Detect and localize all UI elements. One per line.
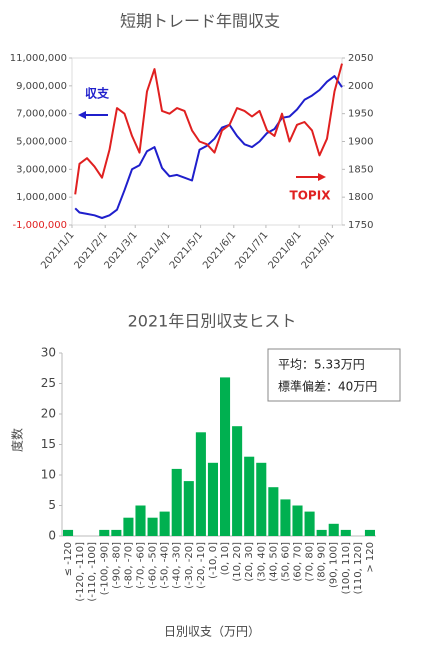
legend-label: 収支	[85, 86, 110, 101]
y-tick-label: 7,000,000	[16, 109, 67, 120]
y-tick-label: 11,000,000	[10, 53, 67, 64]
chart-title: 短期トレード年間収支	[120, 12, 280, 31]
y-tick-label: 5,000,000	[16, 137, 67, 148]
bar	[183, 481, 194, 536]
y-tick-label: 5	[48, 498, 56, 512]
x-tick-label: 2021/9/1	[300, 230, 337, 271]
x-tick-label: ≤ -120	[63, 542, 74, 576]
x-tick-label: (50, 60]	[280, 542, 291, 582]
x-tick-label: (-70, -60]	[136, 542, 147, 589]
x-tick-label: (80, 90]	[317, 542, 328, 582]
y-tick-label: 10	[41, 468, 56, 482]
y2-tick-label: 1900	[348, 137, 373, 148]
bar	[316, 529, 327, 536]
bar	[340, 529, 351, 536]
x-tick-label: (40, 50]	[268, 542, 279, 582]
x-tick-label: > 120	[365, 542, 376, 573]
x-tick-label: (-100, -90]	[99, 542, 110, 595]
y2-tick-label: 1800	[348, 192, 373, 203]
y-tick-label: 3,000,000	[16, 164, 67, 175]
x-tick-label: (-10, 0]	[208, 542, 219, 579]
annotation: 標準偏差：40万円	[278, 379, 377, 394]
x-tick-label: (-110, -100]	[87, 542, 98, 602]
series-line	[74, 63, 343, 195]
x-tick-label: 2021/7/1	[233, 230, 270, 271]
x-tick-label: 2021/8/1	[266, 230, 303, 271]
bar	[220, 377, 231, 536]
x-tick-label: (-20, -10]	[196, 542, 207, 589]
bar	[147, 517, 158, 536]
bar	[159, 511, 170, 536]
bar	[280, 499, 291, 536]
legend-arrowhead	[318, 173, 326, 181]
bar	[123, 517, 134, 536]
bar	[268, 487, 279, 536]
bar	[207, 462, 218, 536]
y2-tick-label: 1950	[348, 109, 373, 120]
x-tick-label: (110, 120]	[353, 542, 364, 594]
bar	[328, 523, 339, 536]
y-tick-label: 20	[41, 407, 56, 421]
chart-title: 2021年日別収支ヒスト	[128, 312, 297, 331]
y-tick-label: 9,000,000	[16, 81, 67, 92]
x-tick-label: (100, 110]	[341, 542, 352, 594]
y-tick-label: 25	[41, 376, 56, 390]
y-axis-label: 度数	[10, 428, 25, 452]
legend-arrowhead	[78, 111, 86, 119]
y-tick-label: -1,000,000	[12, 220, 67, 231]
x-tick-label: 2021/1/1	[39, 230, 76, 271]
x-tick-label: (-90, -80]	[111, 542, 122, 589]
bar	[292, 505, 303, 536]
bar	[195, 432, 206, 536]
x-tick-label: (30, 40]	[256, 542, 267, 582]
bar	[99, 529, 110, 536]
x-tick-label: (-60, -50]	[148, 542, 159, 589]
bar	[135, 505, 146, 536]
x-tick-label: (70, 80]	[305, 542, 316, 582]
bar	[244, 456, 255, 536]
bar	[256, 462, 267, 536]
x-tick-label: (60, 70]	[293, 542, 304, 582]
x-tick-label: (-80, -70]	[123, 542, 134, 589]
y2-tick-label: 1850	[348, 164, 373, 175]
bar	[171, 468, 182, 536]
bar	[63, 529, 74, 536]
y-tick-label: 1,000,000	[16, 192, 67, 203]
bar	[304, 511, 315, 536]
y2-tick-label: 2050	[348, 53, 373, 64]
stats-box	[267, 348, 401, 402]
x-tick-label: (-40, -30]	[172, 542, 183, 589]
x-tick-label: (-50, -40]	[160, 542, 171, 589]
legend-label: TOPIX	[290, 189, 332, 203]
x-tick-label: (20, 30]	[244, 542, 255, 582]
y-tick-label: 30	[41, 346, 56, 360]
x-tick-label: (10, 20]	[232, 542, 243, 582]
y-tick-label: 0	[48, 529, 56, 543]
bar	[111, 529, 122, 536]
annotation: 平均：5.33万円	[278, 358, 365, 372]
x-tick-label: 2021/5/1	[168, 230, 205, 271]
y2-tick-label: 2000	[348, 81, 373, 92]
x-tick-label: (0, 10]	[220, 542, 231, 575]
y-tick-label: 15	[41, 437, 56, 451]
bar	[232, 426, 243, 536]
x-axis-label: 日別収支（万円）	[164, 625, 260, 639]
bar	[364, 529, 375, 536]
x-tick-label: (-120, -110]	[75, 542, 86, 602]
y2-tick-label: 1750	[348, 220, 373, 231]
x-tick-label: (90, 100]	[329, 542, 340, 588]
x-tick-label: (-30, -20]	[184, 542, 195, 589]
